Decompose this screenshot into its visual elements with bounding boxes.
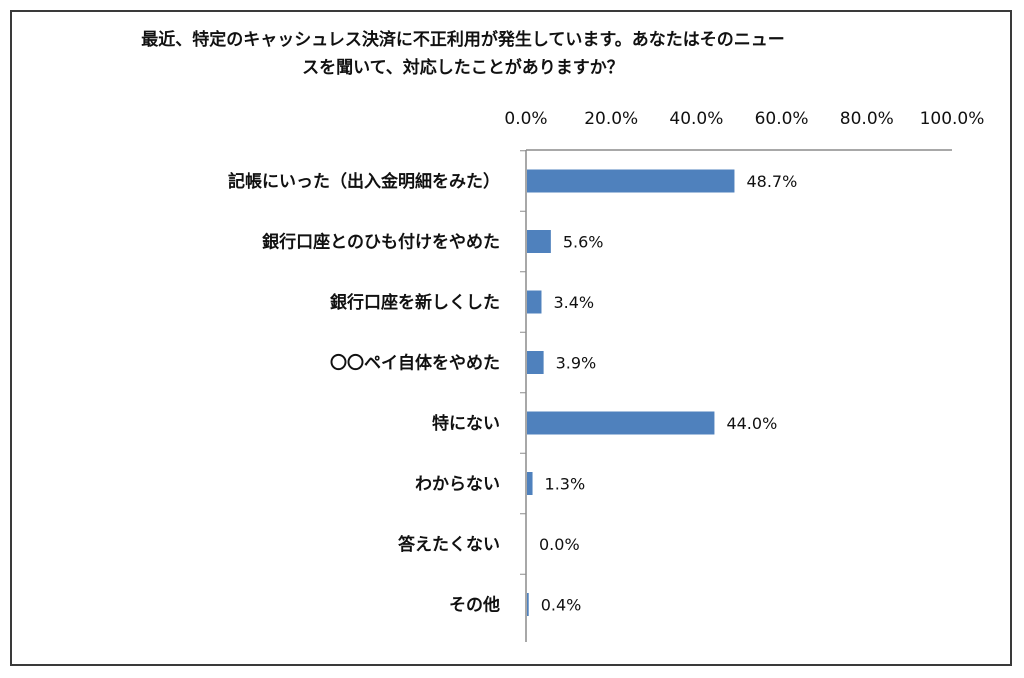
category-labels: 記帳にいった（出入金明細をみた） 銀行口座とのひも付けをやめた銀行口座を新しくした… [228, 171, 500, 616]
x-tick-labels: 0.0% 20.0% 40.0% 60.0% 80.0% 100.0% [504, 109, 984, 129]
x-tick-label: 0.0% [504, 109, 547, 129]
category-label: 〇〇ペイ自体をやめた [330, 353, 500, 374]
data-label: 44.0% [726, 414, 777, 433]
category-label: その他 [449, 595, 500, 616]
data-labels: 48.7% 5.6% 3.4% 3.9% 44.0% 1.3% 0.0% 0.4% [539, 172, 797, 615]
data-label: 0.0% [539, 535, 580, 554]
category-label: 記帳にいった（出入金明細をみた） [228, 171, 500, 192]
bar [527, 411, 715, 435]
x-tick-label: 100.0% [920, 109, 985, 129]
data-label: 1.3% [545, 475, 586, 494]
x-tick-label: 20.0% [584, 109, 638, 129]
bar [527, 290, 542, 314]
chart-title: 最近、特定のキャッシュレス決済に不正利用が発生しています。あなたはそのニュー ス… [141, 30, 785, 78]
category-label: 銀行口座とのひも付けをやめた [262, 232, 500, 253]
category-label: 答えたくない [398, 534, 500, 555]
data-label: 3.4% [553, 293, 594, 312]
axis-layer [520, 149, 952, 642]
category-label: 銀行口座を新しくした [330, 292, 500, 313]
data-label: 48.7% [746, 172, 797, 191]
bar [527, 351, 544, 374]
bar [527, 593, 529, 616]
bar [527, 472, 533, 495]
bar [527, 230, 551, 253]
data-label: 5.6% [563, 233, 604, 252]
chart-frame [10, 10, 1012, 666]
data-label: 3.9% [556, 354, 597, 373]
x-tick-label: 40.0% [669, 109, 723, 129]
category-label: 特にない [432, 413, 500, 434]
category-label: わからない [415, 475, 500, 495]
data-label: 0.4% [541, 596, 582, 615]
x-tick-label: 60.0% [755, 109, 809, 129]
x-tick-label: 80.0% [840, 109, 894, 129]
bars [527, 169, 735, 616]
bar [527, 169, 735, 193]
